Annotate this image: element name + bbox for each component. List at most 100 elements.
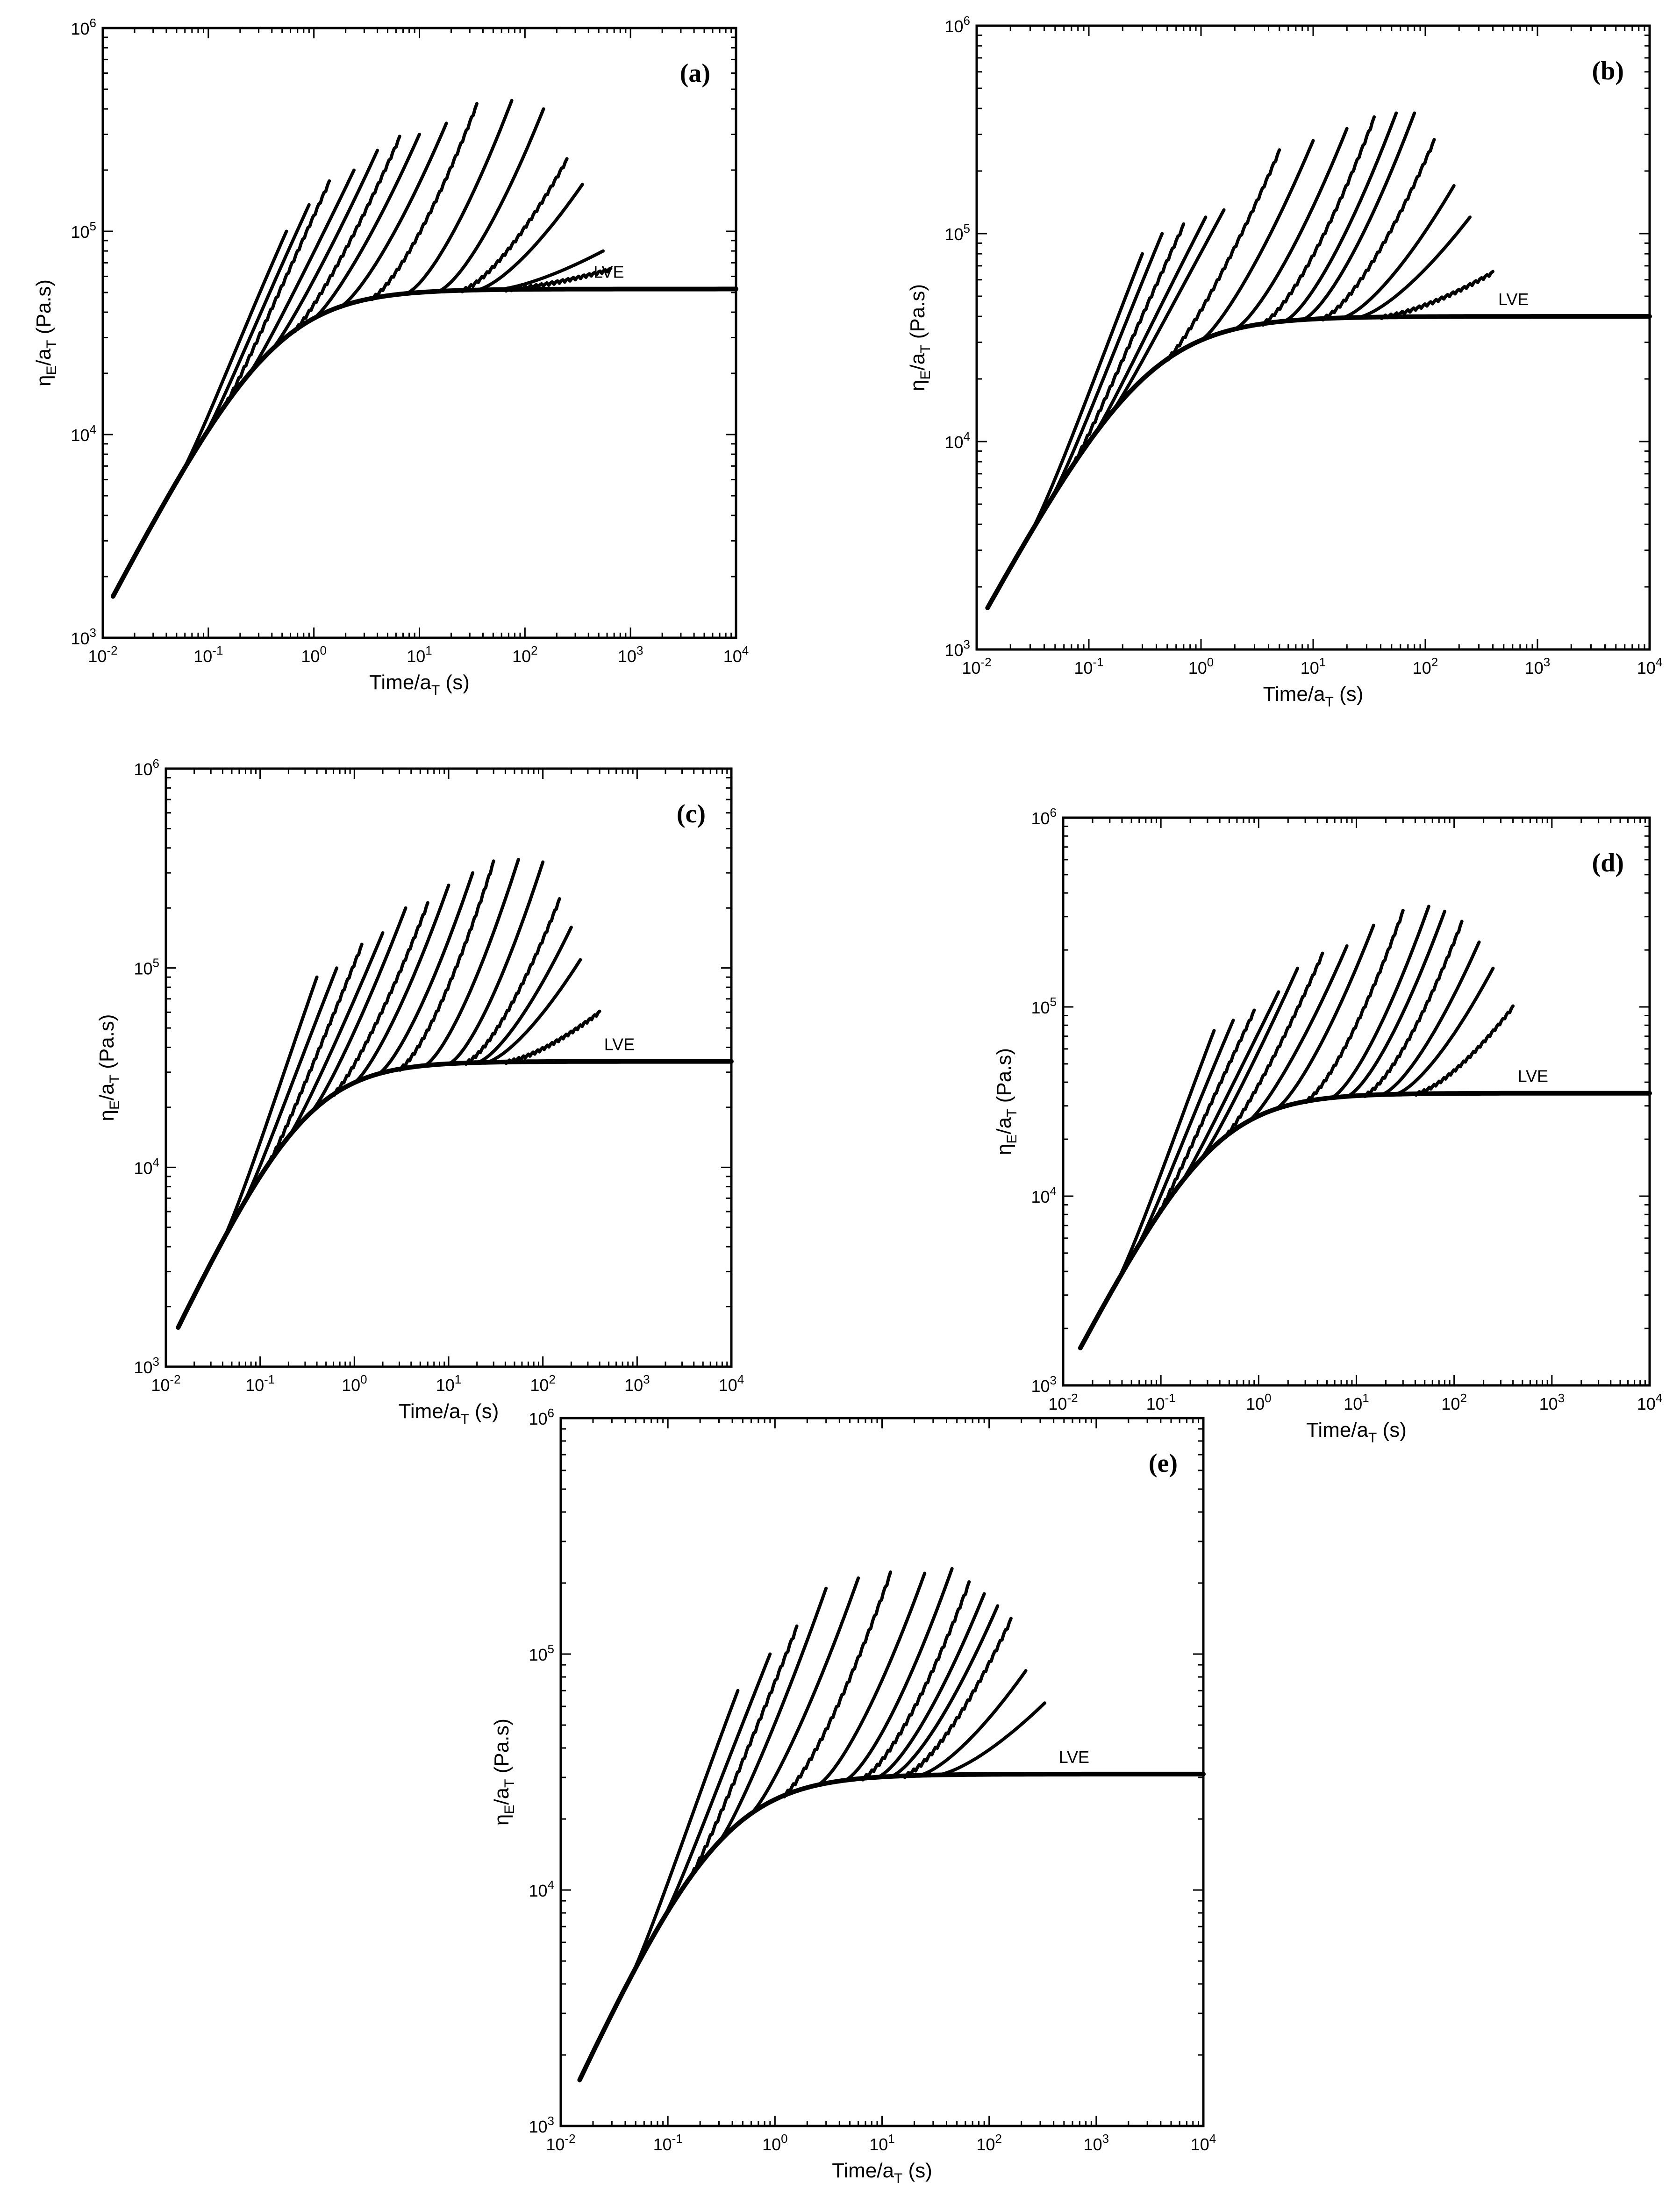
series-line-rate-4 xyxy=(1162,990,1280,1209)
x-tick-label: 104 xyxy=(1637,655,1663,678)
series-line-rate-8 xyxy=(1213,127,1349,337)
x-tick-label: 10-2 xyxy=(151,1372,180,1395)
series-line-rate-1 xyxy=(1097,1029,1216,1316)
y-tick-label: 105 xyxy=(134,956,159,978)
lve-curve xyxy=(176,1059,734,1330)
y-tick-label: 106 xyxy=(134,756,159,779)
series-line-rate-7 xyxy=(293,133,421,332)
series-line-rate-8 xyxy=(1257,923,1375,1118)
plot-frame xyxy=(975,24,1651,651)
x-tick-label: 10-1 xyxy=(193,643,223,666)
x-tick-label: 100 xyxy=(762,2132,788,2154)
series-line-rate-4 xyxy=(228,168,356,400)
panel-a: 10-2 10-1 100 101 102 103 104 103 104 105 106 Time/… xyxy=(32,16,749,698)
axis-ticks xyxy=(165,768,732,1368)
series-line-rate-3 xyxy=(249,942,364,1193)
x-tick-label: 104 xyxy=(1637,1391,1663,1413)
series-line-rate-2 xyxy=(1116,1019,1235,1282)
series-line-rate-15 xyxy=(1396,1004,1515,1097)
x-tick-label: 104 xyxy=(723,643,749,666)
series-line-rate-7 xyxy=(1230,944,1349,1134)
y-tick-label: 104 xyxy=(1031,1184,1057,1206)
x-tick-label: 100 xyxy=(1246,1391,1272,1413)
x-tick-label: 101 xyxy=(1301,655,1326,678)
y-axis-label: ηE/aT (Pa.s) xyxy=(95,1014,122,1121)
x-tick-label: 100 xyxy=(1188,655,1214,678)
x-tick-label: 10-2 xyxy=(1048,1391,1078,1413)
series-line-rate-9 xyxy=(1286,908,1405,1107)
x-tick-label: 10-2 xyxy=(962,655,991,678)
x-tick-label: 102 xyxy=(512,643,538,666)
series-line-rate-13 xyxy=(898,1669,1028,1778)
panel-c: 10-2 10-1 100 101 102 103 104 103 104 105 106 Time/… xyxy=(95,756,744,1427)
x-tick-label: 103 xyxy=(1539,1391,1565,1413)
panel-b: 10-2 10-1 100 101 102 103 104 103 104 105 106 Time/… xyxy=(906,14,1662,710)
series-line-rate-13 xyxy=(457,183,584,292)
tick-marks xyxy=(976,25,1651,650)
axis-ticks xyxy=(102,27,737,639)
panel-letter: (b) xyxy=(1592,57,1624,86)
y-axis-label: ηE/aT (Pa.s) xyxy=(490,1719,517,1826)
series-line-rate-6 xyxy=(763,1570,893,1807)
series-line-rate-1 xyxy=(160,229,288,508)
series-line-rate-11 xyxy=(418,107,545,294)
series-line-rate-6 xyxy=(315,901,429,1109)
series-line-rate-6 xyxy=(1146,148,1281,377)
panel-letter: (e) xyxy=(1149,1449,1178,1478)
y-tick-label: 106 xyxy=(1031,806,1057,828)
panel-letter: (c) xyxy=(677,799,706,828)
series-line-rate-8 xyxy=(321,121,448,316)
y-tick-label: 105 xyxy=(1031,995,1057,1017)
series-line-rate-15 xyxy=(485,266,613,293)
series-line-rate-3 xyxy=(203,179,331,437)
series-line-rate-5 xyxy=(251,149,379,371)
x-tick-label: 10-2 xyxy=(88,643,117,666)
x-tick-label: 101 xyxy=(436,1372,462,1395)
series-line-rate-14 xyxy=(917,1701,1046,1777)
lve-curve xyxy=(110,286,738,599)
y-tick-label: 104 xyxy=(944,429,970,452)
series-line-rate-5 xyxy=(1090,208,1226,440)
axis-ticks xyxy=(1062,817,1651,1386)
y-tick-label: 106 xyxy=(529,1406,554,1428)
x-tick-label: 102 xyxy=(976,2132,1002,2154)
y-tick-label: 103 xyxy=(1031,1373,1057,1396)
series-line-rate-3 xyxy=(669,1624,799,1908)
lve-label: LVE xyxy=(1059,1748,1089,1767)
series-line-rate-9 xyxy=(381,859,495,1075)
series-line-rate-12 xyxy=(1301,138,1436,322)
series-line-rate-7 xyxy=(1180,139,1315,352)
x-tick-label: 10-1 xyxy=(245,1372,275,1395)
y-tick-label: 103 xyxy=(944,637,970,660)
x-axis-label: Time/aT (s) xyxy=(1306,1419,1407,1446)
lve-label: LVE xyxy=(1518,1067,1548,1086)
x-tick-label: 104 xyxy=(1191,2132,1216,2154)
series-line-rate-3 xyxy=(1137,1008,1256,1246)
x-tick-label: 101 xyxy=(869,2132,895,2154)
series-line-rate-4 xyxy=(698,1586,828,1866)
x-tick-label: 102 xyxy=(1441,1391,1467,1413)
series-line-rate-1 xyxy=(1008,252,1144,570)
lve-curve xyxy=(1078,1091,1652,1350)
x-tick-label: 10-1 xyxy=(653,2132,683,2154)
x-tick-label: 103 xyxy=(618,643,643,666)
series-line-rate-7 xyxy=(336,884,450,1093)
x-tick-label: 10-1 xyxy=(1074,655,1103,678)
plot-frame xyxy=(164,767,733,1368)
series-line-rate-15 xyxy=(1359,270,1494,321)
axis-ticks xyxy=(560,1417,1204,2127)
series-line-rate-5 xyxy=(1181,966,1300,1183)
y-tick-label: 105 xyxy=(529,1642,554,1664)
x-tick-label: 10-1 xyxy=(1146,1391,1176,1413)
x-tick-label: 101 xyxy=(1344,1391,1369,1413)
y-tick-label: 103 xyxy=(71,626,96,648)
x-axis-label: Time/aT (s) xyxy=(369,671,470,698)
y-axis-label: ηE/aT (Pa.s) xyxy=(993,1048,1020,1155)
y-tick-label: 106 xyxy=(944,14,970,36)
y-axis-label: ηE/aT (Pa.s) xyxy=(32,279,59,386)
series-line-rate-14 xyxy=(1336,215,1472,320)
x-tick-label: 104 xyxy=(719,1372,744,1395)
series-line-rate-6 xyxy=(1206,951,1324,1155)
series-line-rate-1 xyxy=(204,975,319,1274)
